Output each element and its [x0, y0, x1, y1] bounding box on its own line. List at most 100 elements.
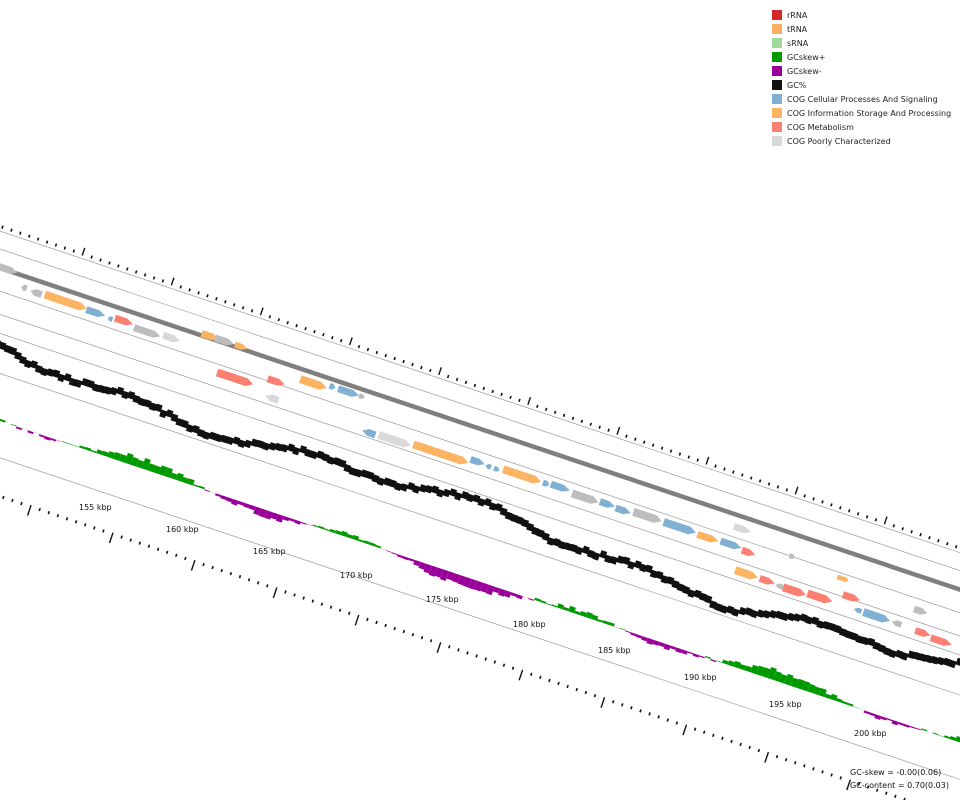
gc-skew-negative-bar: [270, 512, 279, 520]
ruler-minor-tick: [384, 623, 387, 628]
ruler-minor-tick: [202, 562, 205, 567]
ruler-minor-tick: [129, 538, 132, 542]
inner-ruler: [2, 495, 906, 800]
ruler-minor-tick: [794, 761, 797, 765]
gene-arrow: [570, 489, 599, 504]
ruler-minor-tick: [347, 611, 351, 615]
ruler-minor-tick: [892, 524, 896, 528]
legend-label: GCskew-: [787, 66, 822, 76]
ruler-minor-tick: [803, 764, 806, 768]
ruler-minor-tick: [63, 246, 67, 250]
ruler-major-tick: [527, 396, 532, 405]
gc-skew-negative-bar: [613, 626, 620, 629]
ruler-minor-tick: [152, 276, 156, 280]
gc-skew-positive-bar: [369, 542, 376, 547]
ruler-minor-tick: [634, 437, 637, 441]
ruler-minor-tick: [402, 359, 405, 364]
gc-skew-positive-bar: [551, 604, 558, 608]
gc-skew-negative-bar: [687, 651, 694, 655]
ruler-minor-tick: [120, 535, 123, 539]
gc-skew-positive-bar: [773, 671, 782, 682]
ruler-minor-tick: [126, 267, 129, 271]
ruler-minor-tick: [322, 332, 325, 337]
gc-skew-negative-bar: [692, 653, 700, 658]
ruler-minor-tick: [776, 485, 780, 489]
ruler-minor-tick: [678, 452, 682, 456]
gene-arrow: [598, 498, 615, 508]
ruler-minor-tick: [2, 495, 5, 500]
legend-label: rRNA: [787, 10, 808, 20]
ruler-major-tick: [682, 724, 688, 736]
ruler-minor-tick: [954, 544, 958, 549]
ruler-minor-tick: [45, 240, 49, 244]
ruler-minor-tick: [215, 297, 218, 301]
track-line: [0, 230, 960, 554]
gc-skew-negative-bar: [485, 584, 495, 596]
gc-skew-positive-bar: [722, 659, 729, 665]
gc-skew-positive-bar: [807, 683, 816, 694]
gc-skew-positive-bar: [84, 446, 92, 452]
legend-swatch: [772, 38, 782, 48]
gc-skew-positive-bar: [790, 677, 799, 688]
ruler-minor-tick: [295, 324, 298, 328]
gc-skew-negative-bar: [926, 731, 933, 734]
ruler-minor-tick: [693, 727, 697, 731]
ruler-minor-tick: [919, 533, 922, 537]
gc-skew-positive-bar: [107, 451, 116, 459]
gc-skew-negative-bar: [480, 582, 489, 593]
gene-arrow: [719, 537, 742, 550]
ruler-minor-tick: [284, 590, 287, 594]
ruler-minor-tick: [894, 794, 897, 798]
gene-arrow: [213, 334, 234, 346]
gc-skew-negative-bar: [397, 554, 404, 559]
ruler-minor-tick: [241, 306, 245, 310]
gc-skew-positive-bar: [795, 678, 805, 690]
legend-swatch: [772, 66, 782, 76]
gc-skew-positive-bar: [323, 528, 330, 532]
gc-skew-negative-bar: [641, 636, 648, 642]
ruler-label: 170 kbp: [340, 571, 373, 580]
gc-skew-positive-bar: [346, 533, 354, 539]
gc-skew-positive-bar: [727, 660, 735, 667]
ruler-label: 195 kbp: [769, 700, 802, 709]
ruler-minor-tick: [455, 377, 459, 382]
ruler-minor-tick: [928, 536, 931, 540]
ruler-minor-tick: [721, 736, 724, 741]
ruler-minor-tick: [621, 703, 624, 707]
gc-skew-positive-bar: [198, 485, 205, 490]
gc-skew-positive-bar: [562, 606, 570, 612]
ruler-minor-tick: [865, 515, 869, 519]
ruler-minor-tick: [848, 509, 851, 513]
ruler-minor-tick: [696, 458, 699, 462]
gc-skew-negative-bar: [15, 426, 23, 431]
gc-skew-positive-bar: [318, 525, 325, 530]
gc-skew-negative-bar: [231, 498, 239, 506]
ruler-minor-tick: [839, 506, 842, 510]
ruler-minor-tick: [338, 608, 342, 612]
gene-arrow: [914, 627, 931, 637]
ruler-major-tick: [883, 516, 888, 525]
ruler-major-tick: [354, 614, 360, 626]
ruler-minor-tick: [821, 770, 824, 774]
gc-skew-positive-bar: [62, 441, 68, 444]
gc-skew-positive-bar: [704, 655, 711, 659]
gene-arrow: [107, 316, 114, 322]
gc-skew-negative-bar: [253, 506, 262, 516]
gc-skew-negative-bar: [863, 710, 870, 715]
legend-item: GCskew-: [772, 64, 960, 78]
legend-label: GC%: [787, 80, 807, 90]
ruler-minor-tick: [457, 648, 460, 652]
gc-skew-positive-bar: [312, 524, 319, 528]
ruler-minor-tick: [11, 498, 14, 503]
gc-skew-negative-bar: [44, 436, 51, 441]
legend-swatch: [772, 94, 782, 104]
ruler-minor-tick: [161, 279, 165, 283]
ruler-minor-tick: [224, 300, 227, 304]
ruler-minor-tick: [411, 362, 414, 367]
gc-skew-positive-bar: [932, 732, 939, 736]
ruler-minor-tick: [366, 347, 370, 352]
ruler-major-tick: [26, 504, 32, 516]
gc-skew-negative-bar: [897, 721, 904, 726]
gene-arrow: [841, 591, 860, 602]
